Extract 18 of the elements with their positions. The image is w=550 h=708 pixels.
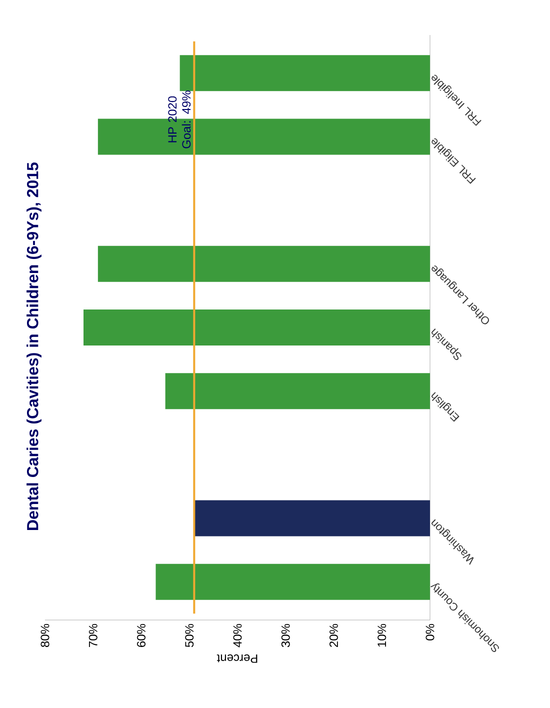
ref-line-label: HP 2020 Goal: 49% (168, 90, 191, 148)
bar (165, 373, 430, 410)
x-axis-title: Percent (216, 654, 258, 663)
x-tick-label: 30% (281, 624, 290, 648)
text: Dental Caries (Cavities) in Children (6-9Ys), 2015 (26, 162, 42, 530)
x-tick-label: 70% (88, 624, 98, 647)
x-tick-label: 40% (233, 624, 242, 648)
x-tick-label: 80% (40, 624, 50, 648)
x-tick-label: 0% (426, 624, 434, 640)
x-tick-label: 20% (330, 624, 338, 647)
bar (180, 55, 430, 92)
bar (98, 246, 430, 282)
x-tick-label: 60% (137, 624, 146, 647)
bar (156, 564, 430, 600)
bar (194, 500, 430, 536)
x-tick-label: 50% (185, 624, 194, 648)
x-tick-label: 10% (378, 624, 386, 647)
bar (83, 310, 430, 346)
